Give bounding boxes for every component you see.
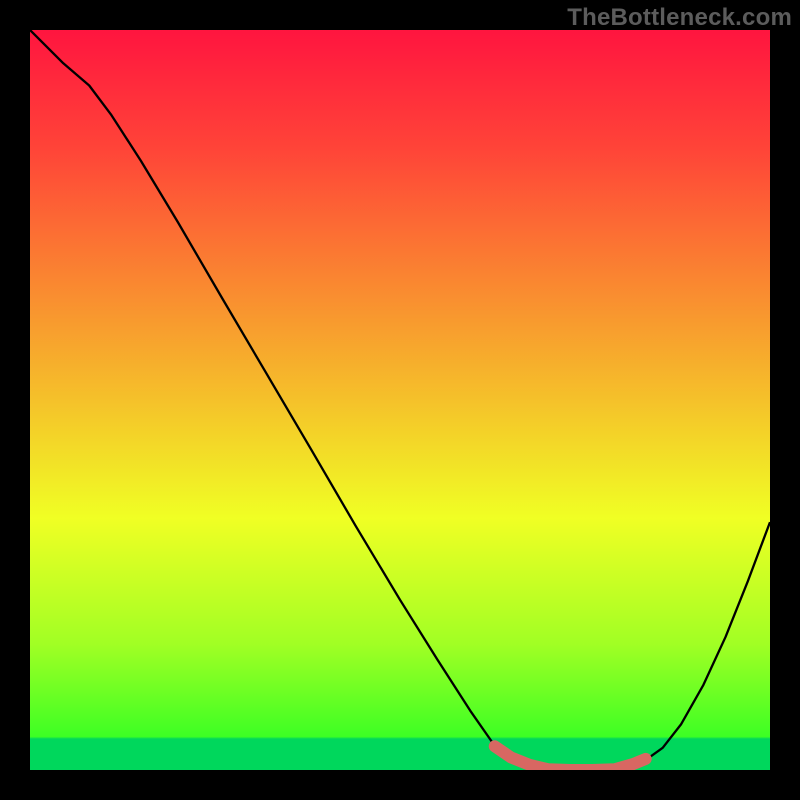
canvas-root: TheBottleneck.com	[0, 0, 800, 800]
plot-area	[30, 30, 770, 770]
plot-background-gradient	[30, 30, 770, 770]
watermark-text: TheBottleneck.com	[567, 4, 792, 32]
